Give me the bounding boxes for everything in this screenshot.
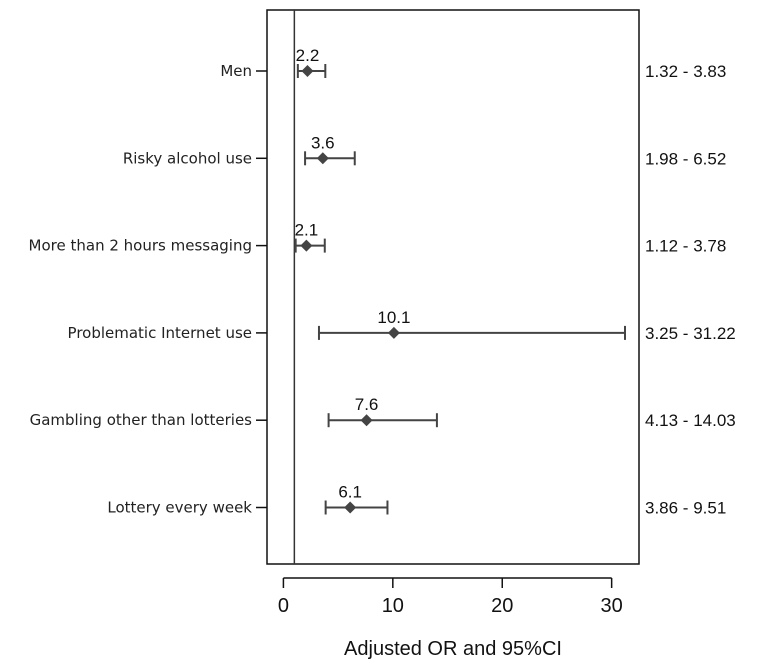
x-tick-label: 20 [491,595,513,617]
forest-rows: Men 2.2 1.32 - 3.83 Risky alcohol use 3.6 1.9… [29,46,736,518]
ci-range-label: 3.86 - 9.51 [645,499,726,518]
ci-range-label: 4.13 - 14.03 [645,411,736,430]
x-axis-ticks: 0 10 20 30 [278,578,623,617]
forest-row: Problematic Internet use 10.1 3.25 - 31.22 [68,308,736,343]
row-label: Gambling other than lotteries [30,411,253,429]
row-label: More than 2 hours messaging [29,237,252,255]
or-marker [360,414,373,427]
or-marker [301,65,314,77]
or-marker [344,501,357,514]
ci-range-label: 1.32 - 3.83 [645,62,726,81]
row-label: Lottery every week [107,499,252,517]
ci-range-label: 1.98 - 6.52 [645,149,726,168]
forest-row: Risky alcohol use 3.6 1.98 - 6.52 [123,133,726,168]
or-value-label: 3.6 [311,133,335,152]
or-marker [387,326,400,339]
ci-range-label: 1.12 - 3.78 [645,237,726,256]
ci-range-label: 3.25 - 31.22 [645,324,736,343]
or-value-label: 10.1 [377,308,410,327]
forest-row: Gambling other than lotteries 7.6 4.13 - 1… [30,395,736,430]
x-tick-label: 0 [278,595,289,617]
x-tick-label: 30 [601,595,623,617]
row-label: Men [220,62,252,80]
forest-row: Lottery every week 6.1 3.86 - 9.51 [107,483,726,518]
x-tick-label: 10 [382,595,404,617]
x-axis-title: Adjusted OR and 95%CI [344,638,562,660]
row-label: Problematic Internet use [68,324,252,342]
or-value-label: 2.2 [296,46,320,65]
plot-frame [266,9,640,565]
or-marker [300,239,313,252]
or-value-label: 2.1 [295,221,319,240]
forest-row: Men 2.2 1.32 - 3.83 [220,46,726,81]
row-label: Risky alcohol use [123,149,252,167]
forest-row: More than 2 hours messaging 2.1 1.12 - 3.7… [29,221,727,256]
or-marker [316,152,329,165]
or-value-label: 7.6 [355,395,379,414]
or-value-label: 6.1 [338,483,362,502]
